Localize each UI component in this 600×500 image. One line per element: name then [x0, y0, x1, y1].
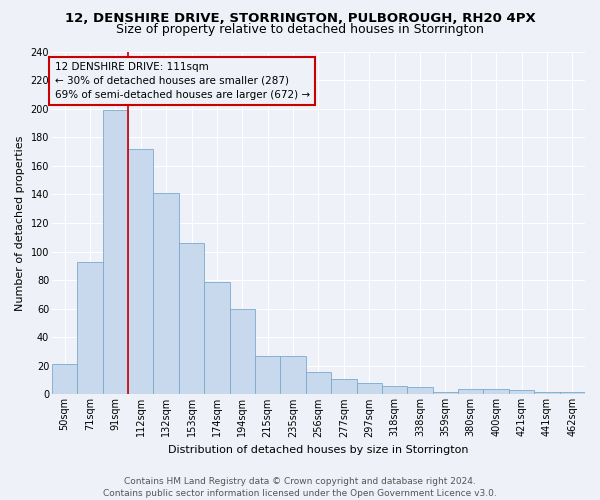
Bar [204, 282, 230, 395]
Text: Size of property relative to detached houses in Storrington: Size of property relative to detached ho… [116, 22, 484, 36]
Bar [331, 378, 356, 394]
Text: Contains HM Land Registry data © Crown copyright and database right 2024.
Contai: Contains HM Land Registry data © Crown c… [103, 476, 497, 498]
Text: 12 DENSHIRE DRIVE: 111sqm
← 30% of detached houses are smaller (287)
69% of semi: 12 DENSHIRE DRIVE: 111sqm ← 30% of detac… [55, 62, 310, 100]
Bar [382, 386, 407, 394]
Bar [128, 148, 154, 394]
Bar [77, 262, 103, 394]
Text: 12, DENSHIRE DRIVE, STORRINGTON, PULBOROUGH, RH20 4PX: 12, DENSHIRE DRIVE, STORRINGTON, PULBORO… [65, 12, 535, 26]
Bar [509, 390, 534, 394]
Bar [154, 193, 179, 394]
Bar [407, 387, 433, 394]
Bar [306, 372, 331, 394]
Bar [534, 392, 560, 394]
Bar [484, 388, 509, 394]
Bar [103, 110, 128, 395]
Bar [230, 308, 255, 394]
Bar [433, 392, 458, 394]
Bar [179, 243, 204, 394]
Bar [280, 356, 306, 395]
Bar [52, 364, 77, 394]
Bar [255, 356, 280, 395]
Bar [356, 383, 382, 394]
Bar [560, 392, 585, 394]
Y-axis label: Number of detached properties: Number of detached properties [15, 136, 25, 310]
Bar [458, 388, 484, 394]
X-axis label: Distribution of detached houses by size in Storrington: Distribution of detached houses by size … [168, 445, 469, 455]
